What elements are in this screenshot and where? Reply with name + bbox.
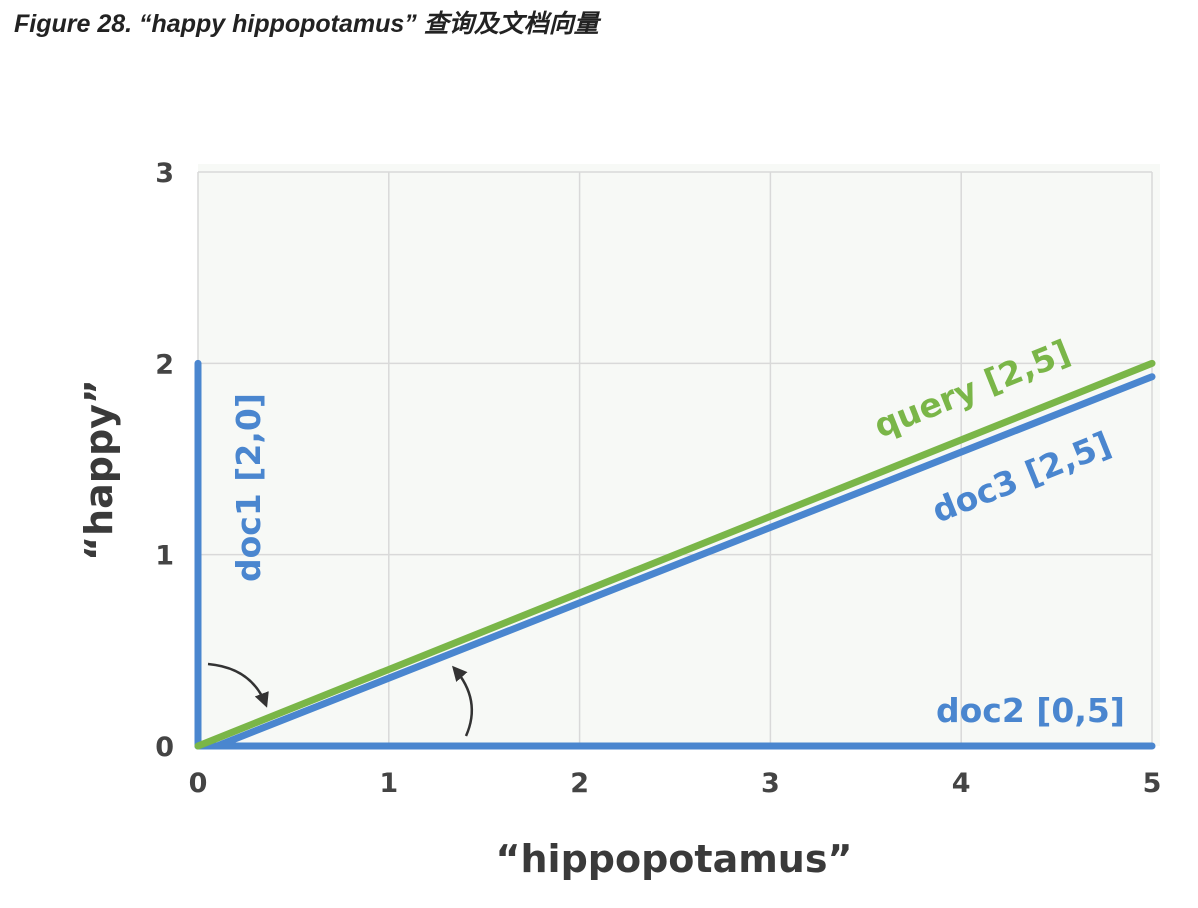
angle-arrow-doc2-query [452, 665, 474, 737]
y-tick-label-3: 3 [155, 158, 174, 189]
y-tick-label-2: 2 [155, 349, 174, 380]
x-axis-title: “hippopotamus” [496, 837, 853, 881]
x-tick-label-0: 0 [189, 768, 208, 799]
tick-labels: 0 1 2 3 4 5 0 1 2 3 [155, 158, 1161, 799]
angle-arrows [207, 662, 474, 737]
x-tick-label-1: 1 [379, 768, 398, 799]
x-tick-label-4: 4 [952, 768, 971, 799]
series-lines [194, 359, 1156, 750]
series-line-query [194, 359, 1156, 750]
series-line-doc3 [213, 373, 1156, 750]
angle-arrow-doc1-query [207, 662, 269, 708]
series-label-doc2: doc2 [0,5] [936, 691, 1125, 730]
x-tick-label-5: 5 [1143, 768, 1162, 799]
figure-caption: Figure 28. “happy hippopotamus” 查询及文档向量 [14, 10, 599, 38]
x-tick-label-3: 3 [761, 768, 780, 799]
y-axis-title: “happy” [77, 379, 121, 561]
y-tick-label-0: 0 [155, 732, 174, 763]
x-tick-label-2: 2 [570, 768, 589, 799]
series-label-doc1: doc1 [2,0] [229, 393, 268, 582]
y-tick-label-1: 1 [155, 541, 174, 572]
plot-background [198, 164, 1160, 746]
